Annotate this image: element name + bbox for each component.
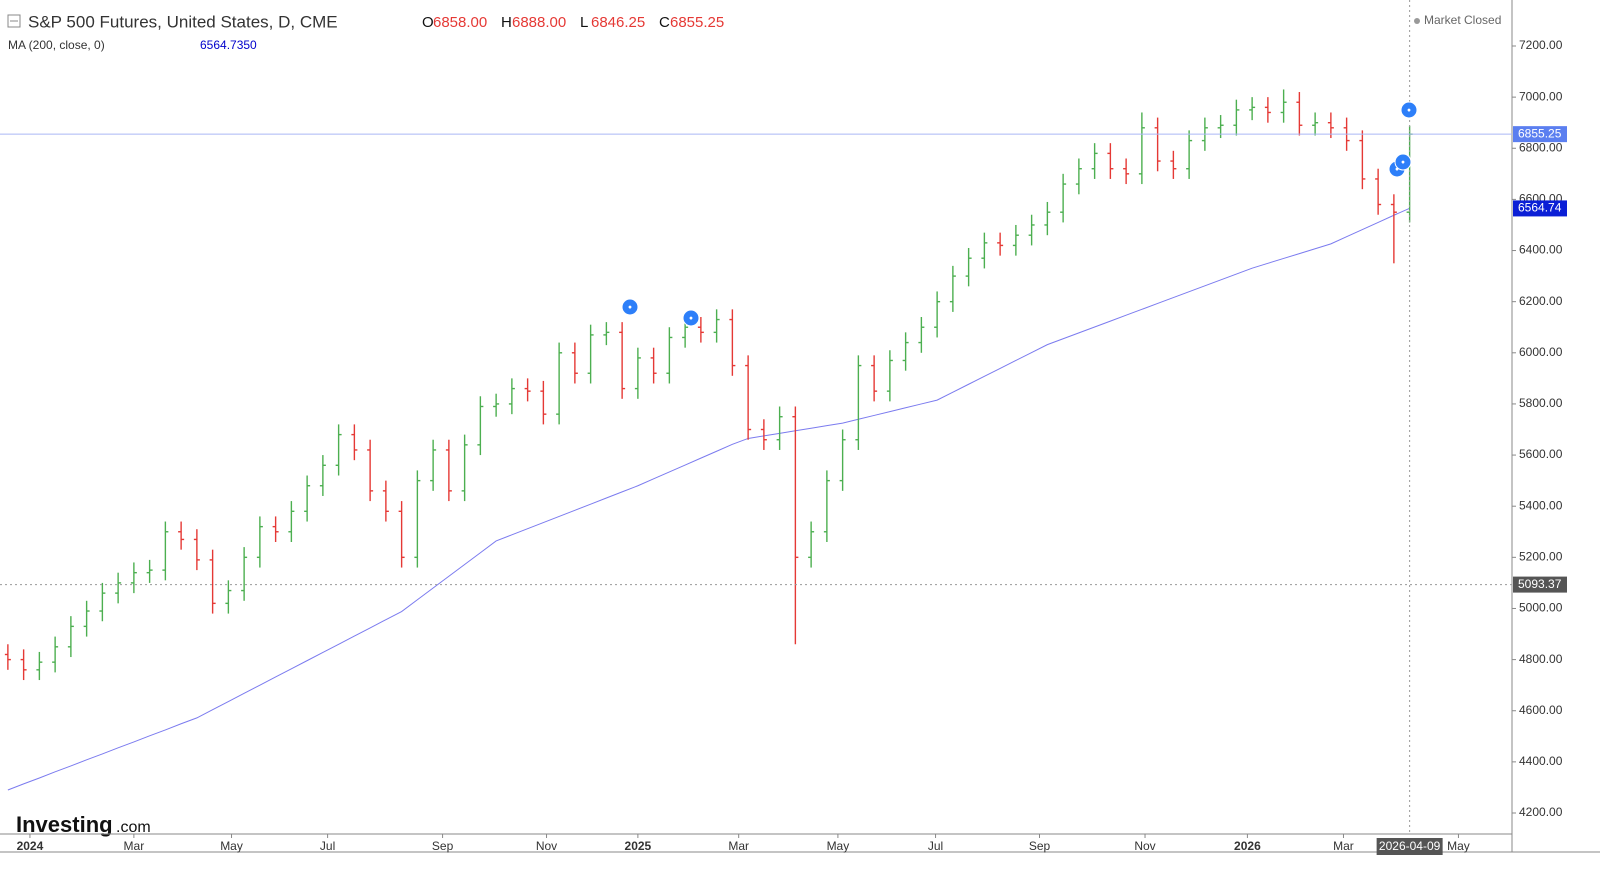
x-tick-label: Jul — [928, 839, 943, 853]
last-price-label: 6855.25 — [1518, 126, 1562, 140]
ma-legend: MA (200, close, 0) — [8, 38, 105, 52]
symbol-title: S&P 500 Futures, United States, D, CME — [28, 12, 338, 31]
y-tick-label: 6800.00 — [1519, 140, 1563, 154]
y-tick-label: 4400.00 — [1519, 754, 1563, 768]
y-tick-label: 6400.00 — [1519, 243, 1563, 257]
y-tick-label: 7200.00 — [1519, 38, 1563, 52]
x-tick-label: Nov — [1134, 839, 1155, 853]
ma-legend-value: 6564.7350 — [200, 38, 257, 52]
logo-suffix: .com — [116, 819, 151, 836]
x-tick-label: 2026 — [1234, 839, 1261, 853]
x-tick-label: May — [1447, 839, 1470, 853]
y-tick-label: 5800.00 — [1519, 396, 1563, 410]
event-marker-icon: • — [1407, 106, 1411, 117]
y-tick-label: 5200.00 — [1519, 550, 1563, 564]
ohlc-key: C — [659, 14, 670, 31]
ohlc-key: H — [501, 14, 512, 31]
ma-line — [7, 207, 1410, 791]
ohlc-key: L — [580, 14, 588, 31]
event-marker-icon: • — [1395, 165, 1399, 176]
x-tick-label: Jul — [320, 839, 335, 853]
market-status: Market Closed — [1424, 13, 1501, 27]
ohlc-value: 6846.25 — [591, 14, 645, 31]
crosshair-date: 2026-04-09 — [1379, 839, 1441, 853]
ohlc-value: 6855.25 — [670, 14, 724, 31]
last-price-badge — [1513, 126, 1567, 143]
event-marker-icon: • — [689, 314, 693, 325]
logo: Investing — [16, 812, 113, 837]
x-tick-label: Nov — [536, 839, 557, 853]
event-marker — [682, 309, 700, 327]
event-marker-icon: • — [628, 303, 632, 314]
ohlc-value: 6858.00 — [433, 14, 487, 31]
x-tick-label: 2025 — [625, 839, 652, 853]
y-tick-label: 6200.00 — [1519, 294, 1563, 308]
x-tick-label: 2024 — [17, 839, 44, 853]
x-tick-label: May — [220, 839, 243, 853]
y-tick-label: 4600.00 — [1519, 703, 1563, 717]
x-tick-label: Mar — [728, 839, 749, 853]
y-tick-label: 5600.00 — [1519, 447, 1563, 461]
status-dot — [1414, 18, 1420, 24]
crosshair-price-bg — [1513, 576, 1567, 593]
ohlc-key: O — [422, 14, 434, 31]
plot — [4, 89, 1413, 791]
y-tick-label: 6000.00 — [1519, 345, 1563, 359]
y-tick-label: 7000.00 — [1519, 89, 1563, 103]
ma-price-label: 6564.74 — [1518, 201, 1562, 215]
ohlc-value: 6888.00 — [512, 14, 566, 31]
ohlc-header: O 6858.00 H 6888.00 L 6846.25 C 6855.25 — [422, 14, 724, 31]
x-tick-label: Mar — [1333, 839, 1354, 853]
crosshair-price: 5093.37 — [1518, 577, 1562, 591]
x-tick-label: Sep — [1029, 839, 1051, 853]
event-marker — [621, 298, 639, 316]
event-marker — [1394, 153, 1412, 171]
y-tick-label: 4200.00 — [1519, 805, 1563, 819]
x-tick-label: May — [827, 839, 850, 853]
crosshair-date-bg — [1376, 838, 1443, 855]
x-tick-label: Mar — [124, 839, 145, 853]
ma-badge — [1513, 200, 1567, 217]
y-tick-label: 5000.00 — [1519, 601, 1563, 615]
event-marker — [1400, 101, 1418, 119]
x-tick-label: Sep — [432, 839, 454, 853]
y-tick-label: 5400.00 — [1519, 498, 1563, 512]
y-tick-label: 4800.00 — [1519, 652, 1563, 666]
event-marker-icon: • — [1401, 158, 1405, 169]
collapse-button[interactable] — [7, 14, 21, 28]
